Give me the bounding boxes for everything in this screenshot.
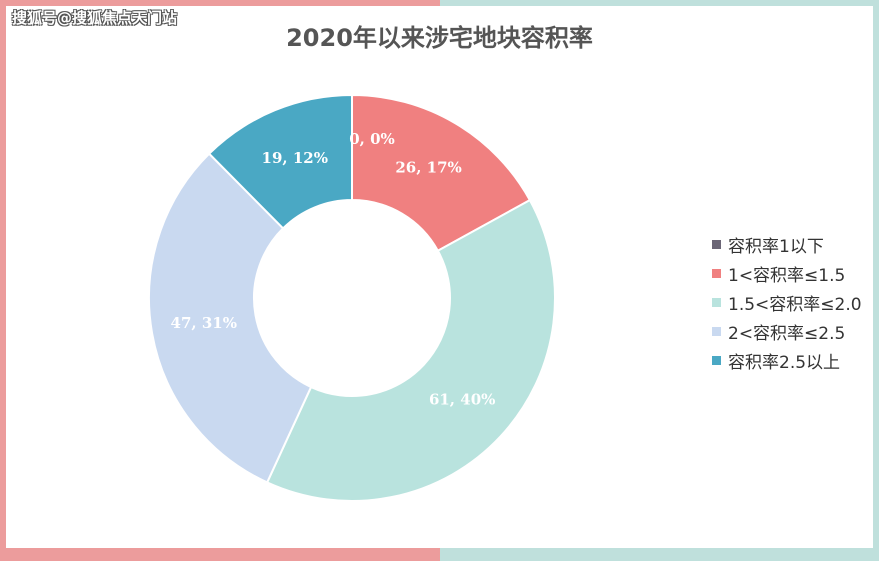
slice-3: [148, 152, 313, 484]
legend-label-2: 1.5<容积率≤2.0: [728, 295, 862, 315]
legend-item-0: 容积率1以下: [712, 230, 862, 259]
legend-label-1: 1<容积率≤1.5: [728, 266, 846, 286]
legend-swatch-2: [712, 298, 721, 307]
watermark: 搜狐号@搜狐焦点天门站: [12, 9, 178, 27]
legend-item-3: 2<容积率≤2.5: [712, 317, 862, 346]
data-label-1: 26, 17%: [395, 158, 461, 176]
legend-swatch-0: [712, 240, 721, 249]
slice-1: [351, 93, 532, 253]
data-label-0: 0, 0%: [349, 130, 395, 148]
data-label-3: 47, 31%: [171, 314, 237, 332]
frame-bottom-right: [440, 548, 879, 561]
chart-legend: 容积率1以下 1<容积率≤1.5 1.5<容积率≤2.0 2<容积率≤2.5 容积率2.…: [712, 230, 862, 375]
legend-label-3: 2<容积率≤2.5: [728, 324, 846, 344]
slice-2: [265, 198, 556, 502]
chart-title: 2020年以来涉宅地块容积率: [286, 24, 593, 52]
data-label-2: 61, 40%: [429, 391, 495, 409]
legend-label-4: 容积率2.5以上: [728, 353, 841, 373]
slice-4: [207, 93, 353, 230]
legend-swatch-1: [712, 269, 721, 278]
data-label-4: 19, 12%: [262, 149, 328, 167]
frame-bottom-left: [0, 548, 440, 561]
legend-item-2: 1.5<容积率≤2.0: [712, 288, 862, 317]
legend-swatch-3: [712, 327, 721, 336]
legend-swatch-4: [712, 356, 721, 365]
legend-item-1: 1<容积率≤1.5: [712, 259, 862, 288]
legend-label-0: 容积率1以下: [728, 237, 824, 257]
legend-item-4: 容积率2.5以上: [712, 346, 862, 375]
